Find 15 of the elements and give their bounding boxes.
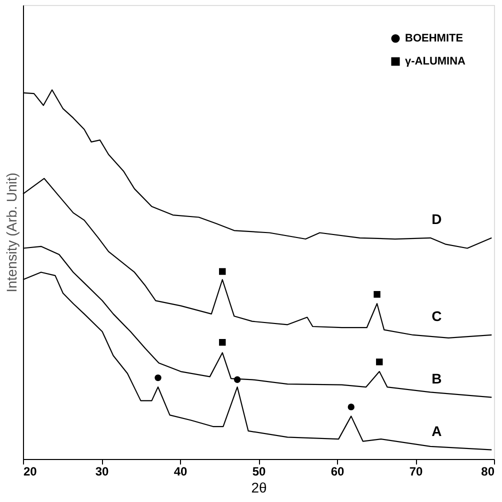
series-label: D (432, 210, 442, 227)
x-axis-title: 2θ (251, 480, 267, 496)
x-tick-label: 70 (409, 464, 423, 478)
x-tick-label: 40 (174, 464, 188, 478)
legend-label: BOEHMITE (405, 32, 464, 44)
series-label: A (432, 422, 442, 439)
x-tick-label: 20 (24, 464, 38, 478)
y-axis-title: Intensity (Arb. Unit) (4, 172, 20, 292)
x-tick-label: 50 (252, 464, 266, 478)
series-label: C (432, 308, 442, 324)
x-tick-label: 60 (330, 464, 344, 478)
x-tick-label: 80 (481, 464, 495, 478)
x-tick-label: 30 (95, 464, 109, 478)
legend-label: γ-ALUMINA (405, 56, 466, 68)
series-label: B (432, 370, 442, 386)
